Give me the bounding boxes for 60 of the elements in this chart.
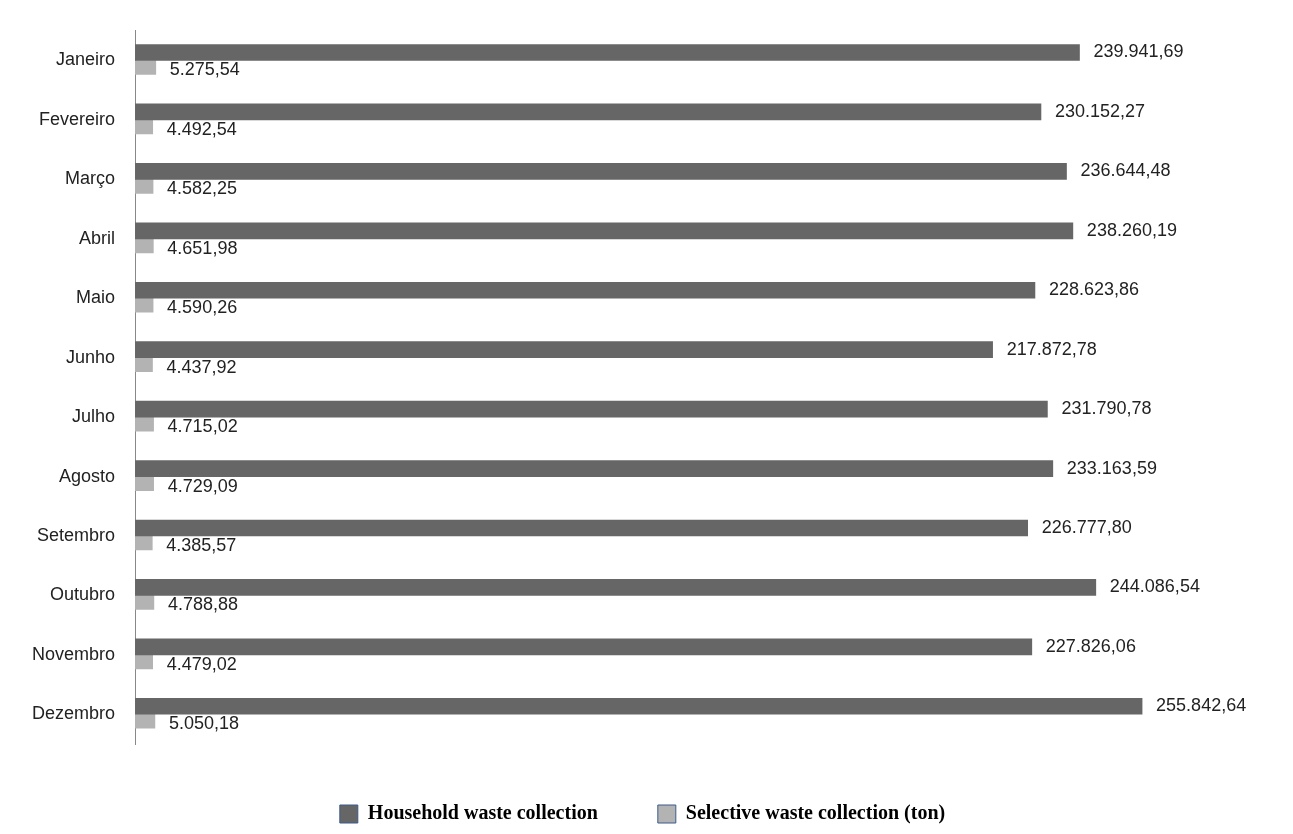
data-label: 5.275,54 — [169, 59, 240, 80]
y-tick-label: Janeiro — [55, 49, 116, 70]
bar — [135, 44, 1080, 61]
data-label: 239.941,69 — [1093, 41, 1184, 62]
bar — [135, 163, 1067, 180]
data-label: 4.590,26 — [167, 297, 238, 318]
bar — [135, 595, 155, 610]
bar — [135, 460, 1054, 477]
y-tick-label: Dezembro — [32, 703, 116, 724]
data-label: 233.163,59 — [1066, 457, 1157, 478]
y-tick-label: Fevereiro — [39, 108, 116, 129]
data-label: 5.050,18 — [168, 713, 239, 734]
bar — [135, 400, 1048, 418]
data-label: 4.385,57 — [166, 534, 237, 555]
bar — [135, 119, 154, 135]
bar — [135, 222, 1074, 240]
bar — [135, 654, 153, 670]
data-label: 255.842,64 — [1156, 695, 1247, 716]
data-label: 228.623,86 — [1048, 279, 1140, 300]
bar — [135, 416, 154, 432]
data-label: 238.260,19 — [1086, 219, 1177, 240]
bar — [135, 579, 1097, 596]
y-tick-label: Novembro — [32, 643, 116, 664]
bar — [135, 238, 154, 254]
bar — [135, 535, 153, 551]
data-label: 236.644,48 — [1080, 160, 1171, 181]
data-label: 4.651,98 — [167, 237, 238, 258]
data-label: 226.777,80 — [1041, 516, 1132, 537]
data-label: 244.086,54 — [1109, 576, 1200, 597]
y-tick-label: Setembro — [36, 524, 116, 545]
legend-label: Selective waste collection (ton) — [685, 801, 946, 825]
bar — [135, 281, 1036, 299]
data-label: 4.492,54 — [166, 118, 237, 139]
data-label: 4.715,02 — [167, 416, 238, 437]
bar — [135, 638, 1033, 656]
data-label: 4.788,88 — [167, 594, 238, 615]
y-tick-label: Julho — [72, 406, 116, 427]
data-label: 4.479,02 — [166, 653, 237, 674]
y-tick-label: Outubro — [49, 584, 116, 605]
bar — [135, 519, 1029, 537]
y-tick-label: Março — [65, 168, 116, 189]
bar — [135, 341, 993, 359]
data-label: 230.152,27 — [1054, 100, 1146, 121]
data-label: 227.826,06 — [1045, 635, 1136, 656]
bar — [135, 357, 153, 373]
legend-label: Household waste collection — [367, 801, 598, 824]
y-tick-label: Maio — [76, 287, 116, 308]
y-tick-label: Junho — [65, 346, 116, 367]
y-tick-label: Agosto — [58, 465, 116, 486]
bar — [135, 476, 154, 491]
bar — [135, 697, 1143, 715]
data-label: 4.437,92 — [166, 356, 237, 377]
data-label: 4.582,25 — [167, 178, 238, 199]
y-tick-label: Abril — [79, 227, 116, 248]
data-label: 4.729,09 — [167, 475, 238, 496]
data-label: 231.790,78 — [1061, 398, 1152, 419]
bar — [135, 713, 156, 729]
data-label: 217.872,78 — [1006, 338, 1097, 359]
bar — [135, 103, 1042, 121]
bar — [135, 60, 157, 75]
